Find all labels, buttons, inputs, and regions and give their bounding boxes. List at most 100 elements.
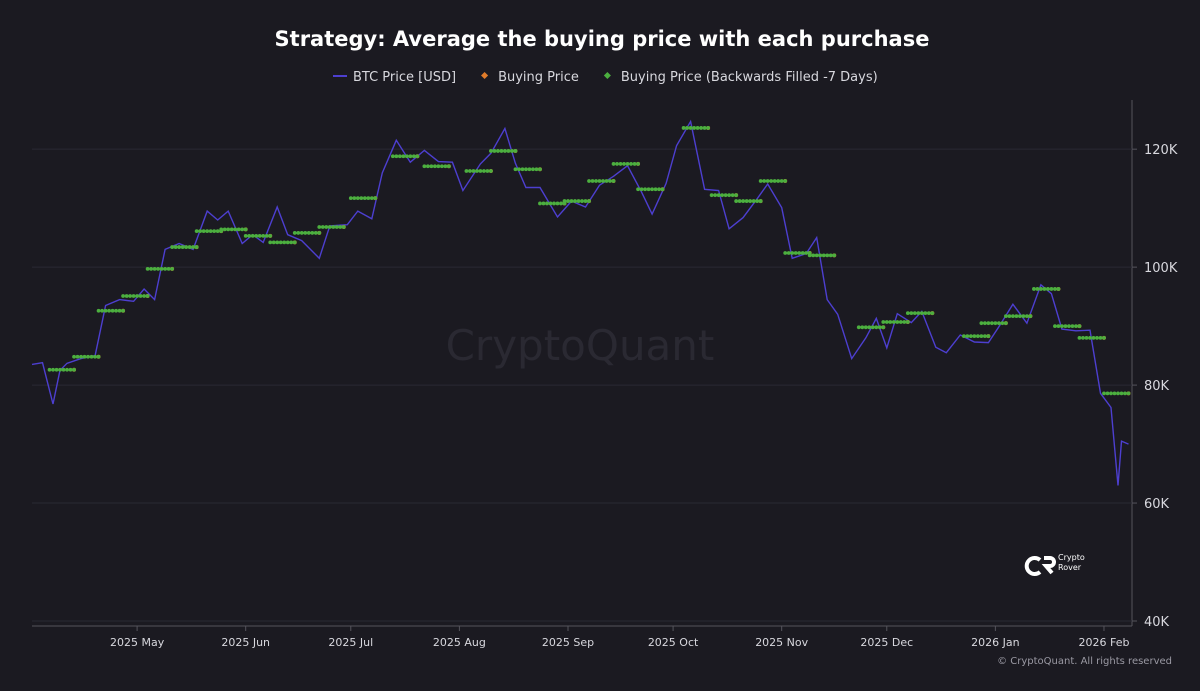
filled-dot [61,367,66,372]
filled-dot [783,251,788,255]
filled-dot [142,294,147,298]
filled-dot [765,179,770,183]
filled-dot [233,227,238,232]
filled-dot [982,334,987,339]
filled-dot [968,334,973,339]
filled-dot [366,196,371,201]
filled-segment [881,320,910,324]
filled-dot [884,320,889,324]
filled-dot [639,187,644,192]
filled-dot [769,179,774,183]
filled-dot [496,149,500,153]
filled-dot [979,334,984,339]
filled-dot [730,193,735,198]
filled-dot [482,169,486,173]
filled-segment [979,321,1008,326]
filled-dot [923,311,928,316]
filled-dot [919,311,924,316]
filled-dot [653,187,658,192]
filled-dot [636,162,640,166]
filled-dot [334,225,339,229]
filled-dot [1098,336,1103,340]
filled-dot [159,267,164,271]
filled-segment [292,231,322,235]
filled-dot [47,367,52,372]
y-tick-label: 60K [1144,497,1170,512]
filled-dot [296,231,301,235]
filled-dot [338,225,343,229]
filled-dot [191,245,196,249]
filled-dot [285,240,290,245]
filled-dot [559,201,563,206]
filled-dot [972,334,977,339]
filled-dot [772,179,777,183]
filled-dot [1102,336,1106,340]
filled-dot [608,179,612,183]
filled-dot [82,354,87,359]
filled-segment [1004,314,1033,318]
legend-swatch [603,71,611,80]
filled-dot [1021,314,1026,318]
filled-segment [961,334,991,339]
filled-dot [744,199,749,203]
filled-dot [895,320,900,324]
filled-dot [317,225,322,229]
filled-dot [128,294,133,298]
filled-dot [818,253,823,258]
filled-dot [1032,287,1036,291]
filled-dot [979,321,984,326]
filled-dot [594,179,598,183]
filled-dot [394,154,399,159]
filled-dot [986,334,991,339]
filled-dot [313,231,318,235]
filled-dot [807,253,812,258]
filled-dot [695,126,700,130]
filled-dot [996,321,1001,326]
filled-dot [905,320,910,324]
filled-dot [194,245,199,249]
filled-dot [902,320,907,324]
filled-dot [727,193,732,198]
filled-dot [615,162,619,166]
filled-dot [1046,287,1050,291]
filled-dot [471,169,476,173]
x-tick-label: 2025 Sep [542,636,594,649]
brand-name: Crypto Rover [1058,553,1085,572]
filled-dot [734,193,739,198]
filled-dot [489,149,493,153]
filled-dot [877,325,882,330]
filled-dot [415,154,420,159]
filled-dot [520,167,525,172]
filled-dot [306,231,311,235]
filled-dot [779,179,784,183]
filled-dot [201,229,206,234]
filled-dot [1081,336,1085,340]
filled-dot [587,179,591,183]
filled-dot [741,199,746,203]
filled-dot [475,169,479,173]
filled-dot [110,308,115,313]
filled-dot [492,149,497,153]
filled-dot [699,126,704,130]
filled-dot [261,233,266,238]
filled-dot [825,253,830,258]
filled-dot [250,233,255,238]
filled-dot [100,308,104,313]
filled-dot [604,179,609,183]
legend-label: Buying Price (Backwards Filled -7 Days) [621,70,878,85]
filled-dot [1067,324,1071,329]
filled-segment [587,179,616,183]
filled-dot [310,231,315,235]
filled-dot [1053,324,1057,329]
x-tick-label: 2025 Nov [755,636,808,649]
filled-dot [51,367,55,372]
filled-dot [1042,287,1047,291]
filled-dot [527,167,532,172]
filled-dot [590,179,595,183]
filled-dot [1109,391,1113,396]
filled-dot [117,308,122,313]
filled-segment [538,201,567,206]
filled-dot [103,308,108,313]
filled-dot [226,227,231,232]
